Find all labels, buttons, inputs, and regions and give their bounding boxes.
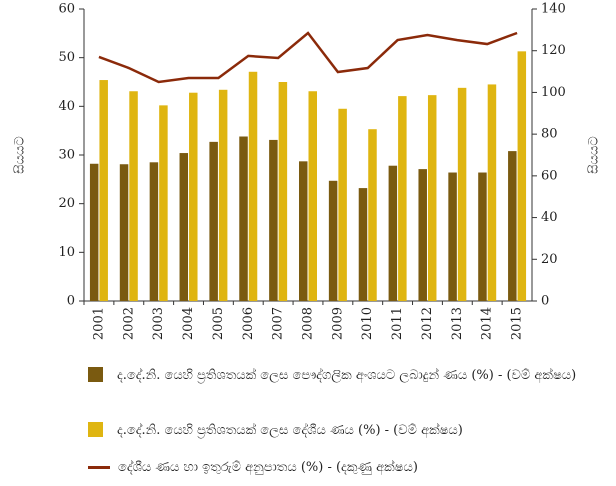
y-axis-title: සියයට bbox=[13, 136, 28, 173]
bar bbox=[189, 92, 198, 301]
bar bbox=[308, 91, 317, 301]
x-tick-label: 2006 bbox=[241, 307, 256, 340]
bar bbox=[427, 95, 437, 301]
x-tick-label: 2015 bbox=[510, 307, 525, 340]
y-tick-label: 60 bbox=[58, 2, 75, 17]
legend-item: ද.දේ.නි. යෙහි ප්‍රතිශතයක් ලෙස පෞද්ගලික අ… bbox=[88, 365, 588, 387]
y2-axis-title: සියයට bbox=[587, 136, 602, 173]
bar bbox=[218, 89, 228, 301]
legend-label: දේශීය ණය හා ඉතුරුම් අනුපාතය (%) - (දකුණු… bbox=[118, 460, 418, 475]
bar bbox=[209, 141, 218, 301]
x-tick-label: 2004 bbox=[181, 307, 196, 340]
x-tick-label: 2009 bbox=[330, 307, 345, 340]
x-tick-label: 2007 bbox=[271, 307, 286, 340]
bar bbox=[418, 169, 427, 301]
bar bbox=[398, 96, 407, 301]
legend-label: ද.දේ.නි. යෙහි ප්‍රතිශතයක් ලෙස පෞද්ගලික අ… bbox=[117, 368, 577, 383]
bar bbox=[99, 80, 108, 301]
chart: සියයට සියයට 0 10 20 30 40 50 60 0 20 40 60 80 100 120… bbox=[13, 2, 602, 341]
legend-label: ද.දේ.නි. යෙහි ප්‍රතිශතයක් ලෙස දේශීය ණය (… bbox=[117, 423, 463, 438]
bar bbox=[358, 188, 368, 301]
y2-tick-label: 0 bbox=[541, 294, 549, 309]
bar bbox=[278, 82, 288, 301]
legend-item: ද.දේ.නි. යෙහි ප්‍රතිශතයක් ලෙස දේශීය ණය (… bbox=[88, 420, 588, 442]
x-tick-label: 2002 bbox=[121, 307, 136, 340]
bar bbox=[129, 91, 138, 301]
y2-tick-label: 100 bbox=[541, 85, 566, 100]
y-tick-label: 50 bbox=[58, 50, 75, 65]
legend-marker bbox=[88, 422, 103, 437]
y-tick-label: 30 bbox=[58, 148, 75, 163]
y2-tick-label: 140 bbox=[541, 2, 566, 17]
bar bbox=[338, 108, 347, 302]
legend-marker bbox=[88, 466, 110, 469]
bar bbox=[179, 153, 189, 301]
bar bbox=[159, 105, 168, 301]
bar bbox=[149, 162, 159, 301]
x-tick-label: 2012 bbox=[420, 307, 435, 340]
y2-tick-label: 80 bbox=[541, 127, 558, 142]
legend-marker bbox=[88, 367, 103, 382]
y2-tick-label: 40 bbox=[541, 210, 558, 225]
y-tick-label: 40 bbox=[58, 99, 75, 114]
y-tick-label: 10 bbox=[58, 245, 75, 260]
legend-item: දේශීය ණය හා ඉතුරුම් අනුපාතය (%) - (දකුණු… bbox=[88, 457, 588, 479]
y-tick-label: 20 bbox=[58, 196, 75, 211]
y-tick-label: 0 bbox=[67, 294, 75, 309]
bar bbox=[239, 136, 248, 301]
bar bbox=[487, 84, 497, 301]
x-tick-label: 2011 bbox=[390, 307, 405, 340]
bar bbox=[119, 164, 129, 301]
bar bbox=[89, 163, 99, 301]
x-tick-label: 2014 bbox=[480, 307, 495, 340]
x-tick-label: 2010 bbox=[360, 307, 375, 340]
bar bbox=[299, 161, 308, 301]
x-tick-label: 2013 bbox=[450, 307, 465, 340]
x-tick-label: 2005 bbox=[211, 307, 226, 340]
bar bbox=[388, 165, 398, 301]
x-tick-label: 2003 bbox=[151, 307, 166, 340]
bar bbox=[448, 172, 457, 301]
y2-tick-label: 60 bbox=[541, 168, 558, 183]
bar bbox=[368, 129, 377, 301]
bar bbox=[517, 51, 527, 302]
bar bbox=[508, 151, 517, 301]
bar bbox=[269, 139, 278, 301]
bar bbox=[248, 71, 258, 301]
x-tick-label: 2008 bbox=[301, 307, 316, 340]
bar bbox=[328, 180, 338, 301]
y2-tick-label: 120 bbox=[541, 43, 566, 58]
bar bbox=[457, 87, 467, 301]
x-tick-label: 2001 bbox=[91, 307, 106, 340]
line-series bbox=[98, 31, 518, 84]
bar bbox=[478, 172, 487, 301]
y2-tick-label: 20 bbox=[541, 252, 558, 267]
